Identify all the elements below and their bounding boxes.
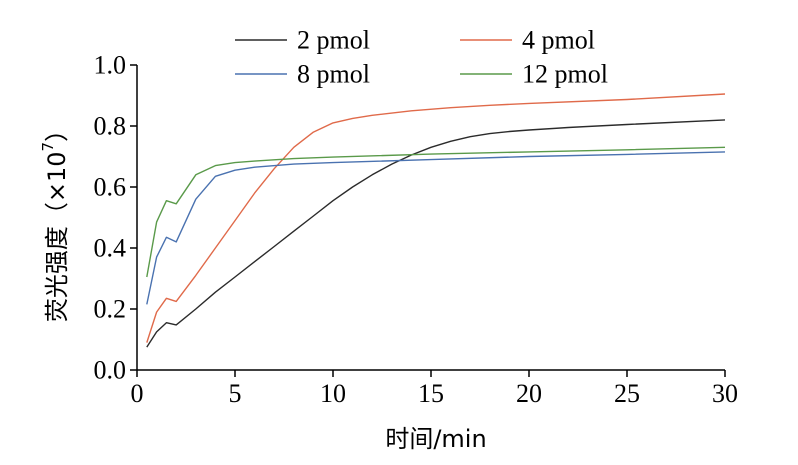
y-tick-label: 1.0 [94,51,127,80]
legend-label-1: 2 pmol [297,26,370,55]
y-tick-label: 0.6 [94,173,127,202]
series-line-4 [146,146,726,278]
x-tick-label: 30 [712,379,738,408]
y-axis-label: 荧光强度（×107） [39,118,72,322]
legend-label-4: 12 pmol [522,60,608,89]
x-tick-label: 5 [229,379,242,408]
series-line-3 [146,151,726,305]
series-line-2 [146,93,726,343]
x-tick-label: 25 [614,379,640,408]
plot-area: 0.0 0.2 0.4 0.6 0.8 1.0 0 5 10 15 20 25 30 [94,51,739,409]
y-tick-label: 0.4 [94,234,127,263]
x-tick-label: 20 [516,379,542,408]
legend-label-3: 8 pmol [297,60,370,89]
y-tick-label: 0.2 [94,295,127,324]
x-tick-label: 15 [418,379,444,408]
y-axis-title: 荧光强度（×107） [39,118,72,322]
legend-label-2: 4 pmol [522,26,595,55]
x-tick-label: 10 [320,379,346,408]
y-tick-label: 0.0 [94,356,127,385]
legend: 2 pmol 4 pmol 8 pmol 12 pmol [235,26,608,89]
y-tick-label: 0.8 [94,112,127,141]
x-axis-label: 时间/min [385,425,486,453]
series-line-1 [146,119,726,348]
x-tick-label: 0 [131,379,144,408]
